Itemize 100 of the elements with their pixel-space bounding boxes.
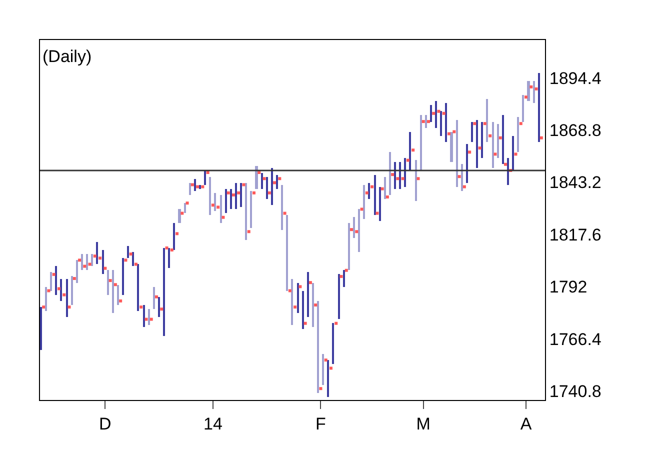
bar bbox=[76, 260, 78, 283]
bar bbox=[255, 166, 258, 189]
bar bbox=[45, 287, 47, 311]
bar bbox=[522, 95, 524, 122]
bar bbox=[117, 285, 119, 305]
bar bbox=[173, 223, 175, 250]
bar bbox=[240, 183, 242, 207]
bar bbox=[435, 101, 437, 128]
bar bbox=[40, 307, 42, 350]
bar bbox=[476, 120, 478, 168]
bar bbox=[399, 162, 401, 189]
bar bbox=[430, 105, 432, 122]
bar bbox=[343, 270, 345, 287]
bar bbox=[368, 183, 370, 199]
bar bbox=[276, 175, 278, 189]
bar bbox=[96, 242, 98, 264]
bar bbox=[492, 122, 494, 168]
bar bbox=[307, 272, 309, 317]
bar bbox=[389, 152, 391, 195]
bar bbox=[235, 183, 237, 209]
y-tick-label: 1868.8 bbox=[549, 121, 602, 140]
bar bbox=[261, 173, 263, 189]
bar bbox=[497, 124, 499, 158]
bar bbox=[363, 185, 365, 219]
bar bbox=[394, 162, 396, 189]
bar bbox=[517, 117, 519, 152]
bar bbox=[184, 203, 186, 213]
y-tick-label: 1843.2 bbox=[549, 173, 602, 192]
bar bbox=[481, 122, 483, 158]
bar bbox=[204, 170, 206, 185]
bar bbox=[461, 164, 463, 191]
bar bbox=[71, 276, 73, 305]
y-tick-label: 1817.6 bbox=[549, 225, 602, 244]
bar bbox=[450, 132, 453, 162]
bar bbox=[379, 187, 381, 221]
bar bbox=[245, 183, 247, 240]
bar bbox=[153, 287, 155, 309]
bar bbox=[127, 246, 129, 258]
bar bbox=[132, 252, 134, 266]
bar bbox=[338, 274, 340, 319]
y-tick-label: 1894.4 bbox=[549, 68, 602, 88]
bar bbox=[194, 179, 196, 191]
bar bbox=[266, 177, 268, 199]
bar bbox=[214, 193, 216, 211]
bar bbox=[456, 120, 458, 187]
bar bbox=[486, 99, 488, 142]
bar bbox=[178, 209, 181, 223]
bar bbox=[297, 283, 299, 313]
bar bbox=[91, 254, 93, 266]
bar bbox=[158, 297, 160, 317]
bar bbox=[86, 254, 88, 270]
bar bbox=[81, 254, 83, 270]
bar bbox=[466, 144, 468, 183]
bar bbox=[527, 81, 530, 101]
bar bbox=[281, 185, 283, 230]
bar bbox=[445, 103, 447, 142]
bar bbox=[420, 115, 422, 170]
bar bbox=[55, 266, 57, 295]
bar bbox=[148, 309, 150, 325]
x-tick-label: D bbox=[99, 414, 112, 434]
y-tick-label: 1740.8 bbox=[549, 382, 602, 401]
x-tick-label: F bbox=[316, 414, 326, 434]
bar bbox=[143, 305, 145, 327]
bar bbox=[512, 136, 514, 170]
bar bbox=[102, 250, 104, 274]
y-tick-label: 1792 bbox=[549, 278, 588, 297]
bar bbox=[271, 168, 273, 205]
bar bbox=[250, 191, 252, 228]
bar bbox=[60, 279, 62, 301]
bar bbox=[327, 360, 329, 397]
bar bbox=[209, 177, 211, 215]
bar bbox=[112, 270, 114, 313]
bar bbox=[163, 248, 165, 336]
bar bbox=[291, 279, 293, 325]
y-tick-label: 1766.4 bbox=[549, 330, 602, 349]
bar bbox=[384, 177, 386, 199]
bar bbox=[137, 264, 139, 311]
bar bbox=[168, 248, 170, 268]
bar bbox=[353, 217, 355, 238]
bar bbox=[404, 158, 406, 187]
bar bbox=[358, 209, 360, 252]
bar bbox=[507, 158, 509, 185]
chart-title: (Daily) bbox=[42, 46, 92, 66]
bar bbox=[502, 115, 504, 164]
bar bbox=[189, 183, 191, 195]
bar bbox=[533, 81, 535, 103]
bar bbox=[230, 189, 232, 209]
bar bbox=[122, 258, 124, 295]
bar bbox=[322, 354, 324, 385]
bar bbox=[66, 279, 68, 317]
bar bbox=[225, 189, 227, 213]
bar bbox=[374, 175, 376, 215]
bar bbox=[286, 215, 288, 291]
bar bbox=[348, 223, 350, 270]
bar bbox=[220, 195, 222, 223]
bar bbox=[50, 272, 52, 291]
bar bbox=[332, 323, 334, 364]
x-tick-label: 14 bbox=[203, 414, 222, 434]
bar bbox=[312, 283, 314, 327]
bar bbox=[302, 291, 304, 329]
